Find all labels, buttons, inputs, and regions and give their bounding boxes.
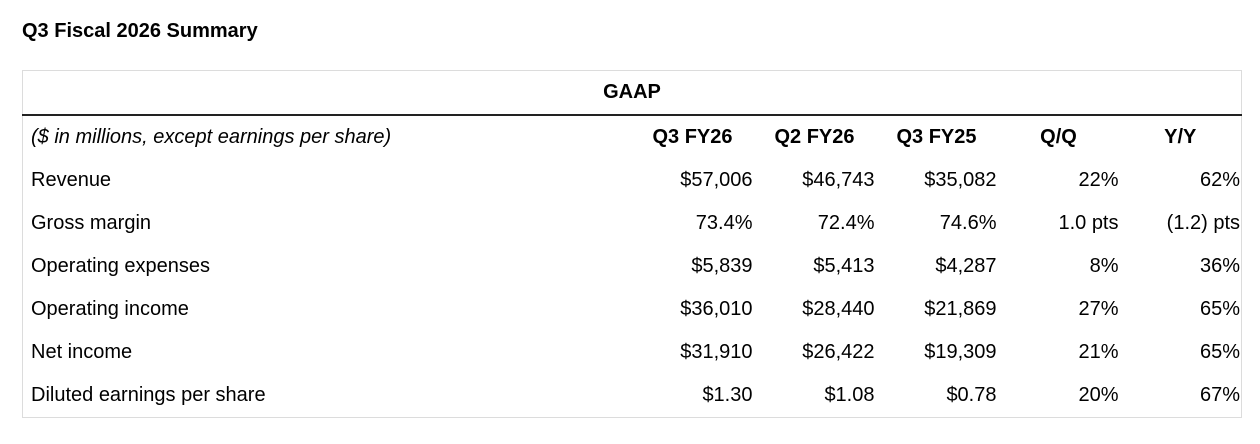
table-row: Gross margin 73.4% 72.4% 74.6% 1.0 pts (1.2) … <box>23 202 1242 245</box>
table-row: Operating expenses $5,839 $5,413 $4,287 8% 36… <box>23 245 1242 288</box>
table-row: Net income $31,910 $26,422 $19,309 21% 65% <box>23 331 1242 374</box>
cell-value: 8% <box>1089 255 1119 277</box>
cell-value: $28,440 <box>802 298 875 320</box>
row-label: Revenue <box>31 169 112 191</box>
cell-value: $4,287 <box>935 255 997 277</box>
cell-value: (1.2) pts <box>1166 212 1241 234</box>
page-title: Q3 Fiscal 2026 Summary <box>22 20 258 42</box>
table-row: Revenue $57,006 $46,743 $35,082 22% 62% <box>23 159 1242 202</box>
cell-value: 72.4% <box>817 212 875 234</box>
cell-value: 22% <box>1078 169 1119 191</box>
cell-value: 73.4% <box>695 212 753 234</box>
group-header: GAAP <box>22 70 1242 116</box>
cell-value: 21% <box>1078 341 1119 363</box>
column-header: Y/Y <box>1164 126 1197 148</box>
cell-value: 1.0 pts <box>1058 212 1119 234</box>
cell-value: $5,839 <box>691 255 753 277</box>
cell-value: 74.6% <box>939 212 997 234</box>
row-label: Diluted earnings per share <box>31 384 266 406</box>
cell-value: 65% <box>1199 341 1241 363</box>
column-header: Q3 FY25 <box>896 126 977 148</box>
row-label: Operating expenses <box>31 255 211 277</box>
cell-value: $35,082 <box>924 169 997 191</box>
row-label: Gross margin <box>31 212 152 234</box>
cell-value: $0.78 <box>946 384 997 406</box>
column-header: Q3 FY26 <box>652 126 733 148</box>
cell-value: $26,422 <box>802 341 875 363</box>
column-header: Q2 FY26 <box>774 126 855 148</box>
cell-value: $19,309 <box>924 341 997 363</box>
cell-value: $1.30 <box>702 384 753 406</box>
column-header: ($ in millions, except earnings per shar… <box>31 126 392 148</box>
row-label: Operating income <box>31 298 189 320</box>
cell-value: $5,413 <box>813 255 875 277</box>
cell-value: 27% <box>1078 298 1119 320</box>
cell-value: 65% <box>1199 298 1241 320</box>
cell-value: $31,910 <box>680 341 753 363</box>
column-header: Q/Q <box>1040 126 1077 148</box>
cell-value: 20% <box>1078 384 1119 406</box>
cell-value: $36,010 <box>680 298 753 320</box>
cell-value: 62% <box>1199 169 1241 191</box>
table-row: Operating income $36,010 $28,440 $21,869 27%… <box>23 288 1242 331</box>
cell-value: $57,006 <box>680 169 753 191</box>
cell-value: 67% <box>1199 384 1241 406</box>
table-body: Revenue $57,006 $46,743 $35,082 22% 62% Gross … <box>23 159 1242 418</box>
cell-value: $1.08 <box>824 384 875 406</box>
group-header-row: GAAP <box>22 70 1242 116</box>
cell-value: 36% <box>1199 255 1241 277</box>
summary-table: GAAP ($ in millions, except earnings per… <box>22 70 1243 418</box>
row-label: Net income <box>31 341 133 363</box>
cell-value: $46,743 <box>802 169 875 191</box>
table-row: Diluted earnings per share $1.30 $1.08 $0.7… <box>23 374 1242 418</box>
cell-value: $21,869 <box>924 298 997 320</box>
column-header-row: ($ in millions, except earnings per shar… <box>23 115 1242 159</box>
